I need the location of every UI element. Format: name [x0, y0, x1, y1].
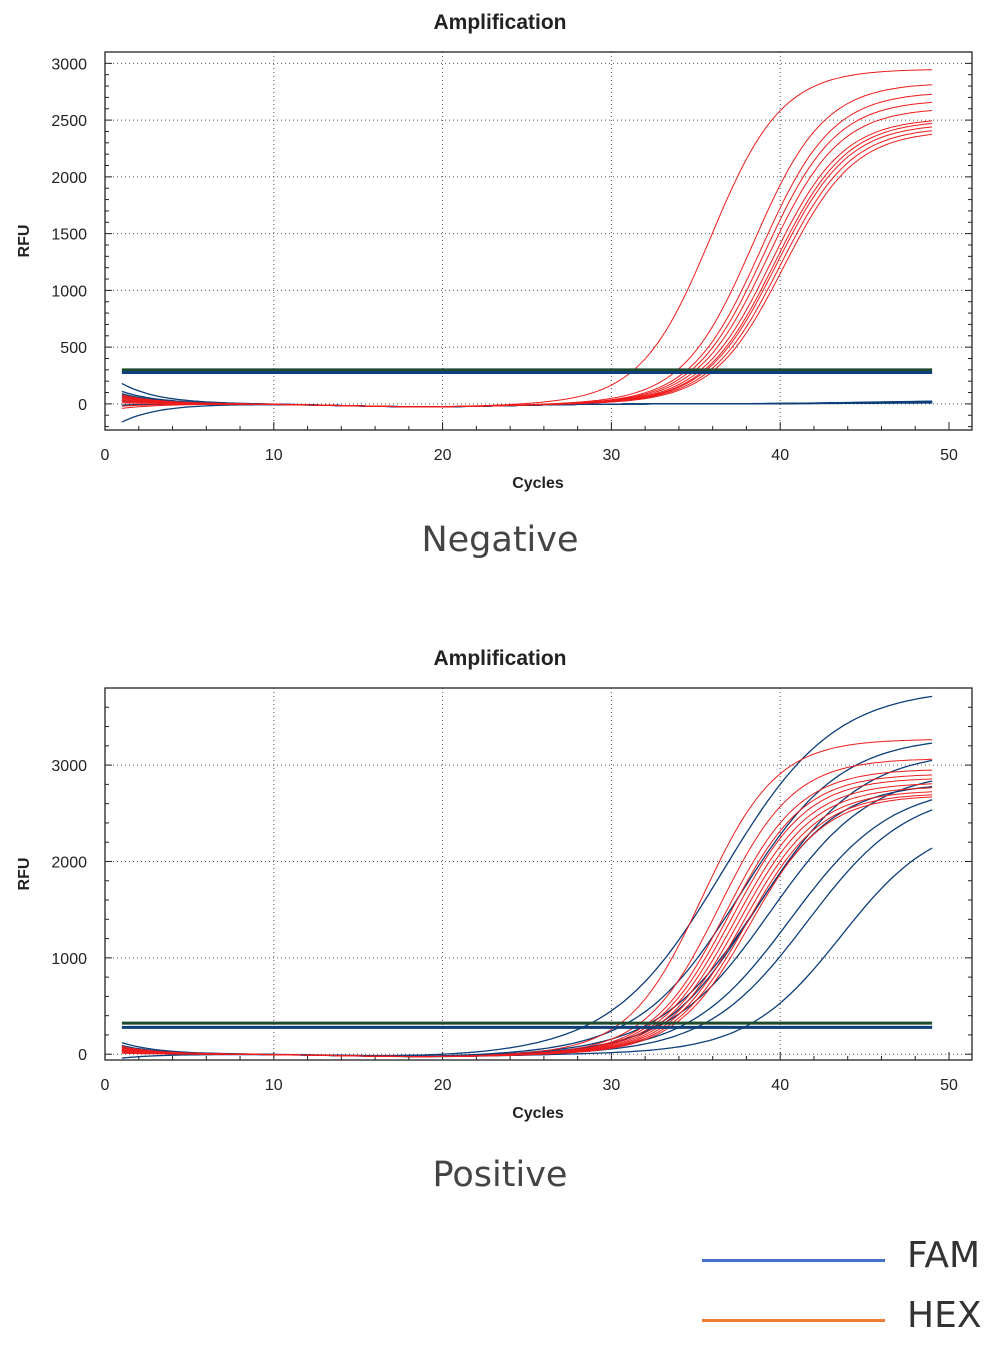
- curve-hex: [121, 794, 933, 1058]
- legend-item-hex: HEX: [700, 1295, 1000, 1345]
- plot-frame: [104, 687, 973, 1061]
- y-tick-label: 1500: [51, 227, 87, 244]
- y-tick-label: 1000: [51, 283, 87, 300]
- legend-item-fam: FAM: [700, 1235, 1000, 1285]
- y-tick-label: 2500: [51, 113, 87, 130]
- x-axis-label: Cycles: [512, 1105, 564, 1122]
- curve-fam: [121, 759, 933, 1057]
- y-tick-label: 1000: [51, 951, 87, 968]
- curve-fam: [121, 780, 933, 1058]
- curve-hex: [121, 774, 933, 1058]
- caption-positive: Positive: [432, 1155, 568, 1195]
- curve-fam: [121, 695, 933, 1057]
- curve-fam: [121, 799, 933, 1058]
- curve-hex: [121, 783, 933, 1058]
- caption-negative: Negative: [421, 520, 579, 560]
- curve-hex: [121, 130, 933, 408]
- x-tick-label: 10: [265, 447, 283, 464]
- legend-label-fam: FAM: [907, 1235, 981, 1276]
- curve-hex: [121, 133, 933, 408]
- y-axis-label: RFU: [16, 225, 33, 258]
- y-tick-label: 3000: [51, 758, 87, 775]
- legend-line-fam: [702, 1259, 885, 1262]
- curve-hex: [121, 69, 933, 408]
- x-tick-label: 10: [265, 1077, 283, 1094]
- legend-label-hex: HEX: [907, 1295, 982, 1336]
- x-tick-label: 20: [434, 1077, 452, 1094]
- y-axis-label: RFU: [16, 858, 33, 891]
- curve-fam: [121, 742, 933, 1057]
- x-tick-label: 20: [434, 447, 452, 464]
- curve-hex: [121, 769, 933, 1057]
- y-tick-label: 500: [60, 340, 87, 357]
- y-tick-label: 0: [78, 1047, 87, 1064]
- x-axis-label: Cycles: [512, 475, 564, 492]
- curve-hex: [121, 101, 933, 409]
- x-tick-label: 30: [603, 447, 621, 464]
- curve-hex: [121, 739, 933, 1057]
- x-tick-label: 50: [940, 447, 958, 464]
- x-tick-label: 0: [101, 1077, 110, 1094]
- curve-hex: [121, 126, 933, 408]
- amplification-chart-negative: 0 500 1000 1500 2000 2500 3000 0 10 20 30 40 50 Cycle…: [16, 51, 973, 492]
- curve-hex: [121, 796, 933, 1058]
- legend-line-hex: [702, 1319, 885, 1322]
- chart-title-positive: Amplification: [433, 647, 567, 670]
- curve-hex: [121, 787, 933, 1058]
- curve-hex: [121, 84, 933, 408]
- x-tick-label: 0: [101, 447, 110, 464]
- y-tick-label: 0: [78, 397, 87, 414]
- y-tick-label: 2000: [51, 170, 87, 187]
- curve-fam: [121, 809, 933, 1058]
- plot-frame: [104, 51, 973, 431]
- x-tick-label: 40: [771, 1077, 789, 1094]
- x-tick-label: 50: [940, 1077, 958, 1094]
- curve-hex: [121, 758, 933, 1057]
- amplification-chart-positive: 0 1000 2000 3000 0 10 20 30 40 50 Cycles RFU: [16, 687, 973, 1122]
- x-tick-label: 30: [603, 1077, 621, 1094]
- y-tick-label: 2000: [51, 854, 87, 871]
- chart-title-negative: Amplification: [433, 11, 567, 34]
- x-tick-label: 40: [771, 447, 789, 464]
- curve-hex: [121, 120, 933, 408]
- y-tick-label: 3000: [51, 56, 87, 73]
- curve-hex: [121, 93, 933, 408]
